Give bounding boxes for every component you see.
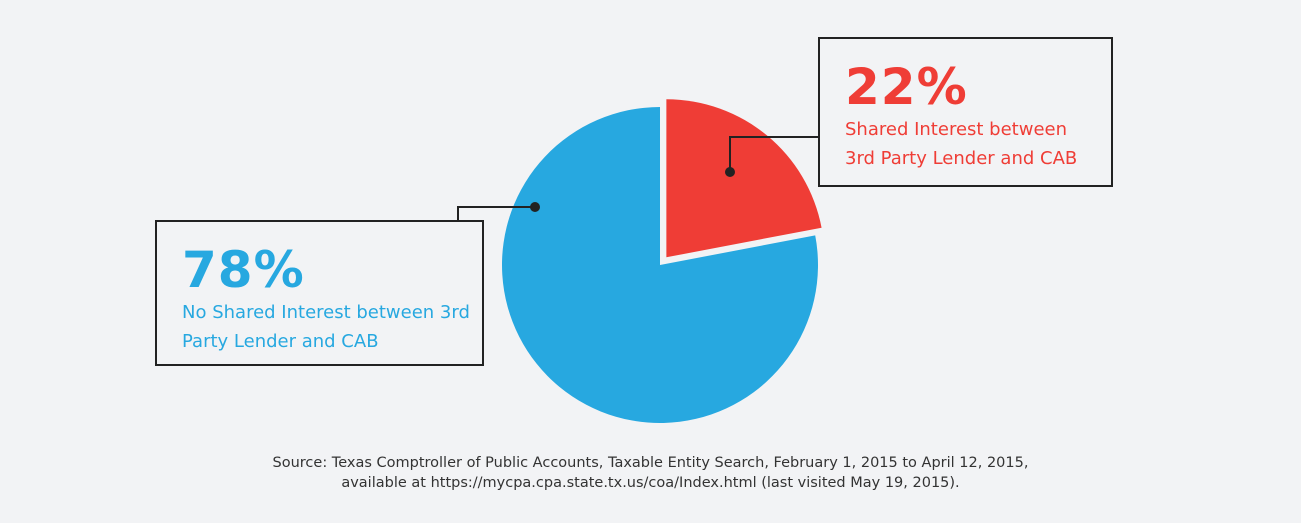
label-box: 22% Shared Interest between 3rd Party Len… xyxy=(818,37,1113,187)
callout-dot xyxy=(530,202,540,212)
callout-dot xyxy=(725,167,735,177)
source-line: available at https://mycpa.cpa.state.tx.… xyxy=(341,475,960,491)
category-label: Shared Interest between 3rd Party Lender… xyxy=(845,119,1078,169)
value-label: 78% xyxy=(182,241,305,299)
value-label: 22% xyxy=(845,58,968,116)
source-line: Source: Texas Comptroller of Public Acco… xyxy=(272,455,1029,471)
label-box: 78% No Shared Interest between 3rd Party … xyxy=(155,220,484,366)
category-label: No Shared Interest between 3rd Party Len… xyxy=(182,302,470,352)
callout-line xyxy=(729,136,818,172)
pie-slice xyxy=(666,99,822,258)
source: Source: Texas Comptroller of Public Acco… xyxy=(0,453,1301,493)
pie-slice xyxy=(502,107,819,424)
callout-line xyxy=(457,206,535,220)
